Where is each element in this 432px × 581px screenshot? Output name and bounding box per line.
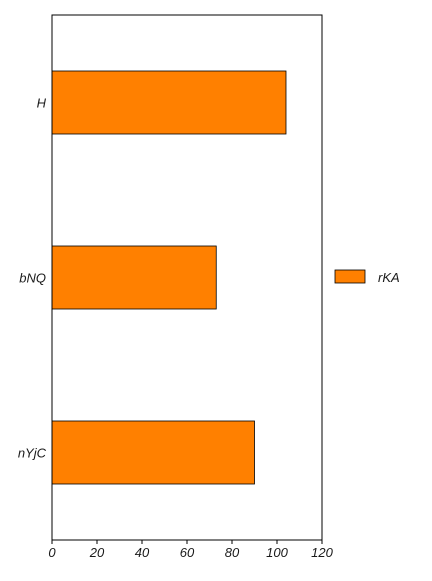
x-axis-ticks: 0 20 40 60 80 100 120 (48, 540, 334, 560)
x-tick-label: 40 (135, 545, 150, 560)
bar-H (51, 70, 287, 135)
legend-label: rKA (378, 270, 400, 285)
y-tick-label: nYjC (18, 446, 47, 461)
bar-nYjC (51, 420, 255, 485)
x-tick-label: 0 (48, 545, 56, 560)
x-tick-label: 120 (311, 545, 333, 560)
x-tick-label: 80 (225, 545, 240, 560)
bar-bNQ (51, 245, 217, 310)
y-tick-label: H (37, 96, 47, 111)
bars-layer (51, 70, 287, 485)
x-tick-label: 60 (180, 545, 195, 560)
legend: rKA (334, 269, 400, 285)
y-tick-label: bNQ (19, 271, 46, 286)
x-tick-label: 20 (89, 545, 105, 560)
x-tick-label: 100 (266, 545, 288, 560)
legend-swatch (334, 269, 366, 284)
